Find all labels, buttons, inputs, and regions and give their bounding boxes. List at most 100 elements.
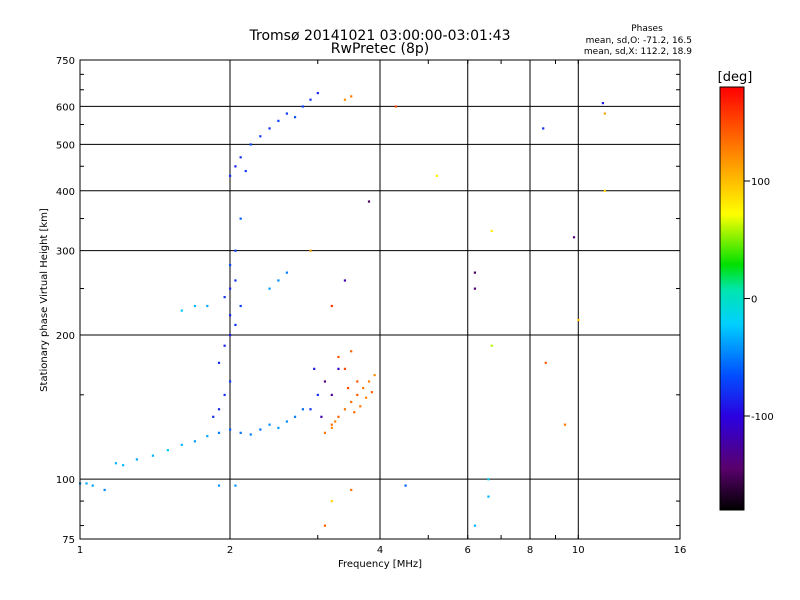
- data-point: [239, 156, 242, 159]
- data-point: [103, 488, 106, 492]
- data-point: [544, 361, 547, 364]
- data-point: [249, 433, 252, 436]
- grid: [80, 60, 680, 539]
- data-point: [435, 174, 438, 177]
- data-point: [343, 367, 347, 370]
- data-point: [330, 426, 333, 430]
- data-point: [487, 478, 490, 481]
- colorbar-tick-label: 0: [751, 295, 757, 306]
- data-point: [285, 420, 288, 423]
- x-tick-label: 1: [77, 545, 83, 556]
- data-point: [343, 408, 347, 411]
- y-tick-label: 75: [62, 535, 75, 546]
- data-point: [206, 304, 209, 308]
- x-tick-label: 16: [674, 545, 687, 556]
- data-point: [91, 484, 94, 487]
- data-point: [359, 405, 362, 408]
- data-point: [217, 431, 221, 434]
- data-point: [330, 304, 333, 308]
- data-point: [223, 344, 226, 347]
- data-point: [316, 91, 319, 95]
- data-point: [601, 101, 605, 105]
- data-point: [234, 484, 237, 487]
- data-point: [301, 105, 305, 108]
- data-point: [122, 464, 125, 467]
- data-point: [193, 440, 197, 443]
- data-point: [151, 454, 155, 457]
- data-point: [370, 391, 373, 394]
- data-point: [367, 380, 371, 383]
- data-point: [353, 411, 356, 414]
- data-point: [166, 449, 169, 452]
- y-tick-label: 200: [56, 331, 75, 342]
- y-axis-label: Stationary phase Virtual Height [km]: [39, 208, 50, 392]
- data-point: [356, 380, 359, 383]
- data-point: [268, 423, 271, 426]
- data-point: [365, 396, 368, 399]
- data-point: [603, 112, 606, 115]
- data-point: [229, 380, 232, 383]
- data-point: [362, 386, 365, 390]
- data-point: [293, 415, 297, 418]
- data-point: [135, 458, 138, 461]
- data-point: [114, 462, 118, 465]
- data-point: [323, 431, 327, 434]
- data-point: [394, 105, 397, 108]
- data-point: [334, 420, 337, 423]
- data-point: [244, 169, 247, 173]
- data-point: [180, 309, 183, 312]
- data-point: [572, 236, 576, 239]
- data-point: [268, 127, 271, 130]
- data-point: [229, 174, 232, 177]
- x-tick-label: 8: [527, 545, 533, 556]
- data-point: [277, 279, 280, 282]
- scatter-points: [79, 91, 606, 527]
- data-point: [487, 495, 490, 498]
- data-point: [350, 350, 353, 353]
- data-point: [85, 482, 88, 485]
- data-point: [234, 249, 237, 252]
- x-axis-label: Frequency [MHz]: [338, 559, 422, 570]
- data-point: [268, 287, 271, 290]
- data-point: [346, 386, 350, 390]
- data-point: [490, 229, 493, 232]
- data-point: [229, 263, 232, 267]
- data-point: [223, 296, 226, 299]
- y-axis-ticks: 75 100 200 300 400 500 600 750: [56, 56, 680, 546]
- data-point: [473, 271, 477, 274]
- y-tick-label: 500: [56, 140, 75, 151]
- data-point: [229, 333, 232, 337]
- data-point: [229, 287, 232, 290]
- colorbar-tick-label: 100: [751, 177, 770, 188]
- x-tick-label: 2: [227, 545, 233, 556]
- data-point: [473, 524, 477, 527]
- phase-stats-x: mean, sd,X: 112.2, 18.9: [584, 47, 692, 57]
- x-tick-label: 10: [572, 545, 585, 556]
- data-point: [330, 423, 333, 426]
- data-point: [223, 393, 226, 397]
- data-point: [277, 426, 280, 430]
- data-point: [350, 400, 353, 404]
- data-point: [473, 287, 477, 290]
- chart-subtitle: RwPretec (8p): [331, 41, 429, 57]
- data-point: [350, 95, 353, 98]
- chart-title: Tromsø 20141021 03:00:00-03:01:43: [249, 28, 511, 44]
- phase-stats-o: mean, sd,O: -71.2, 16.5: [586, 36, 692, 46]
- x-tick-label: 6: [465, 545, 471, 556]
- colorbar-label: [deg]: [718, 70, 753, 85]
- data-point: [309, 408, 312, 411]
- data-point: [350, 488, 353, 492]
- data-point: [285, 271, 288, 274]
- data-point: [373, 373, 376, 377]
- data-point: [309, 98, 312, 101]
- data-point: [217, 408, 221, 411]
- data-point: [193, 304, 197, 308]
- data-point: [330, 393, 333, 397]
- data-point: [229, 428, 232, 431]
- colorbar: [719, 86, 745, 511]
- data-point: [249, 143, 252, 146]
- data-point: [490, 344, 493, 347]
- data-point: [239, 304, 242, 308]
- data-point: [212, 415, 215, 418]
- data-point: [239, 217, 242, 220]
